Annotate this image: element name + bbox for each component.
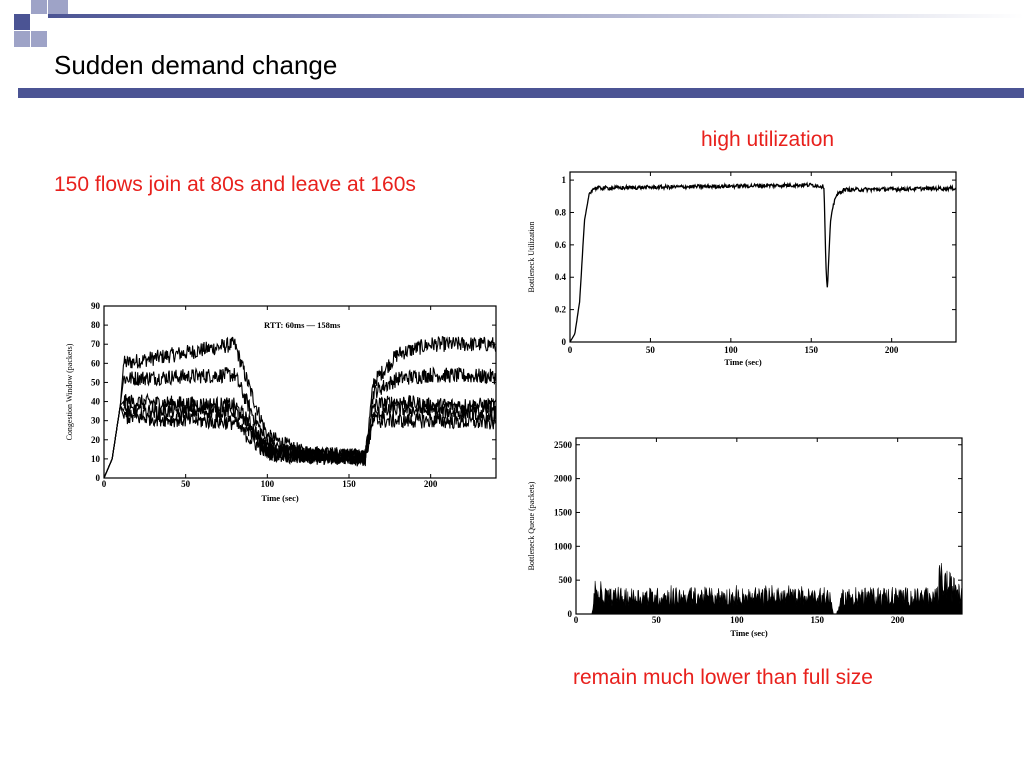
- y-tick-label: 1: [562, 175, 567, 185]
- y-tick-label: 90: [91, 301, 101, 311]
- bottleneck-utilization-chart: 0 0.2 0.4 0.6 0.8 1 0 50 100 150 200 Time (sec) Bott…: [527, 171, 957, 367]
- x-axis-label: Time (sec): [724, 357, 762, 367]
- series-line-1: [103, 335, 497, 479]
- x-tick-label: 0: [568, 345, 573, 355]
- x-axis-label: Time (sec): [730, 628, 768, 638]
- y-tick-label: 50: [91, 377, 101, 387]
- y-tick-label: 2500: [554, 440, 573, 450]
- y-tick-label: 10: [91, 454, 101, 464]
- bottleneck-queue-chart: 0 500 1000 1500 2000 2500 0 50 100 150 200 Time (se…: [527, 437, 963, 638]
- y-tick-label: 1000: [554, 541, 573, 551]
- x-tick-label: 0: [574, 615, 579, 625]
- x-tick-label: 100: [730, 615, 744, 625]
- series-line-5: [103, 404, 497, 479]
- y-tick-label: 0.6: [555, 240, 567, 250]
- y-tick-label: 30: [91, 416, 101, 426]
- x-tick-label: 150: [342, 479, 356, 489]
- y-tick-label: 2000: [554, 474, 573, 484]
- y-tick-label: 0: [96, 473, 101, 483]
- series-line-1: [569, 181, 957, 343]
- corner-square-light: [14, 31, 30, 47]
- x-tick-label: 50: [652, 615, 662, 625]
- annotation-high-utilization: high utilization: [701, 128, 835, 151]
- y-axis-label: Bottleneck Queue (packets): [527, 481, 536, 570]
- series-line-3: [103, 392, 497, 479]
- annotation-queue-lower: remain much lower than full size: [573, 666, 873, 689]
- legend-label: RTT: 60ms — 158ms: [264, 320, 341, 330]
- plot-frame: [575, 437, 963, 615]
- x-tick-label: 50: [646, 345, 656, 355]
- x-tick-label: 100: [261, 479, 275, 489]
- slide-title: Sudden demand change: [54, 50, 338, 80]
- x-tick-label: 50: [181, 479, 191, 489]
- x-tick-label: 200: [885, 345, 899, 355]
- y-tick-label: 80: [91, 320, 101, 330]
- y-tick-label: 60: [91, 358, 101, 368]
- y-tick-label: 20: [91, 435, 101, 445]
- y-tick-label: 0.8: [555, 207, 567, 217]
- corner-square-dark: [14, 14, 30, 30]
- x-tick-label: 200: [424, 479, 438, 489]
- annotation-flows: 150 flows join at 80s and leave at 160s: [54, 173, 416, 196]
- corner-square-light: [31, 0, 47, 14]
- series-line-4: [103, 401, 497, 479]
- y-tick-label: 0.2: [555, 305, 567, 315]
- y-tick-label: 0: [562, 337, 567, 347]
- queue-series-area: [576, 562, 963, 615]
- y-tick-label: 0: [568, 609, 573, 619]
- x-tick-label: 0: [102, 479, 107, 489]
- x-axis-label: Time (sec): [261, 493, 299, 503]
- title-underline-bar: [18, 88, 1024, 98]
- y-axis-label: Bottleneck Utilization: [527, 222, 536, 293]
- x-tick-label: 100: [724, 345, 738, 355]
- congestion-window-chart: 0 10 20 30 40 50 60 70 80 90 0 50 100 150 200 Time (sec…: [65, 301, 497, 503]
- plot-frame: [103, 305, 497, 479]
- y-axis-label: Congestion Window (packets): [65, 343, 74, 440]
- x-tick-label: 150: [811, 615, 825, 625]
- top-gradient-rule: [48, 14, 1024, 18]
- y-tick-label: 500: [559, 575, 573, 585]
- y-tick-label: 0.4: [555, 272, 567, 282]
- y-tick-label: 1500: [554, 507, 573, 517]
- y-tick-label: 40: [91, 397, 101, 407]
- x-tick-label: 200: [891, 615, 905, 625]
- corner-square-light: [48, 0, 68, 14]
- corner-square-light: [31, 31, 47, 47]
- y-tick-label: 70: [91, 339, 101, 349]
- x-tick-label: 150: [805, 345, 819, 355]
- plot-frame: [569, 171, 957, 343]
